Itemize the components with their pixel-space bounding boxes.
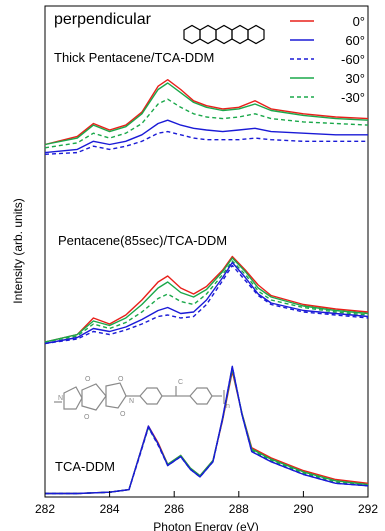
group-0	[44, 79, 369, 155]
x-tick-label-2: 286	[164, 502, 184, 516]
molecule-atom-labels: N O O N O O C n	[58, 376, 230, 421]
series-line-g1-0deg	[44, 255, 369, 343]
series-line-g0-neg60deg	[44, 130, 368, 155]
svg-text:N: N	[129, 398, 134, 405]
series-line-g0-60deg	[44, 119, 368, 154]
legend-label-0: 0°	[353, 14, 365, 29]
svg-text:O: O	[85, 376, 91, 383]
svg-text:C: C	[178, 379, 183, 386]
svg-text:n: n	[226, 403, 230, 410]
series-line-g2-0deg	[45, 370, 369, 495]
group-label-pentacene-85sec: Pentacene(85sec)/TCA-DDM	[58, 233, 227, 248]
pentacene-structure-icon	[183, 24, 265, 45]
x-tick-label-4: 290	[293, 502, 313, 516]
svg-text:N: N	[58, 395, 63, 402]
x-tick-label-1: 284	[100, 502, 120, 516]
legend-label-2: -60°	[341, 52, 365, 67]
legend-label-1: 60°	[345, 33, 365, 48]
group-2	[45, 365, 369, 495]
legend-title: perpendicular	[54, 11, 152, 28]
svg-text:O: O	[84, 414, 90, 421]
series-line-g0-0deg	[44, 79, 369, 146]
tca-ddm-molecule-icon	[54, 382, 225, 411]
series-line-g1-neg30deg	[44, 260, 369, 343]
series-line-g1-60deg	[44, 261, 369, 345]
svg-text:O: O	[120, 411, 126, 418]
x-tick-label-5: 292	[358, 502, 378, 516]
group-label-tca-ddm: TCA-DDM	[55, 459, 115, 474]
series-line-g2-neg60deg	[45, 365, 369, 495]
x-ticks: 282 284 286 288 290 292	[35, 491, 378, 516]
series-line-g1-neg60deg	[44, 264, 369, 345]
legend: 0° 60° -60° 30° -30°	[290, 14, 365, 105]
series-line-g0-30deg	[44, 82, 369, 146]
legend-label-3: 30°	[345, 71, 365, 86]
series-layer	[44, 79, 369, 495]
plot-frame	[44, 5, 369, 498]
legend-label-4: -30°	[341, 90, 365, 105]
series-line-g0-neg30deg	[44, 98, 369, 149]
series-line-g1-30deg	[44, 257, 369, 343]
y-axis-label: Intensity (arb. units)	[11, 198, 25, 303]
svg-text:O: O	[118, 376, 124, 383]
x-axis-label: Photon Energy (eV)	[153, 520, 258, 531]
x-tick-label-3: 288	[229, 502, 249, 516]
group-label-thick-pentacene: Thick Pentacene/TCA-DDM	[54, 50, 214, 65]
x-tick-label-0: 282	[35, 502, 55, 516]
group-1	[44, 255, 369, 345]
